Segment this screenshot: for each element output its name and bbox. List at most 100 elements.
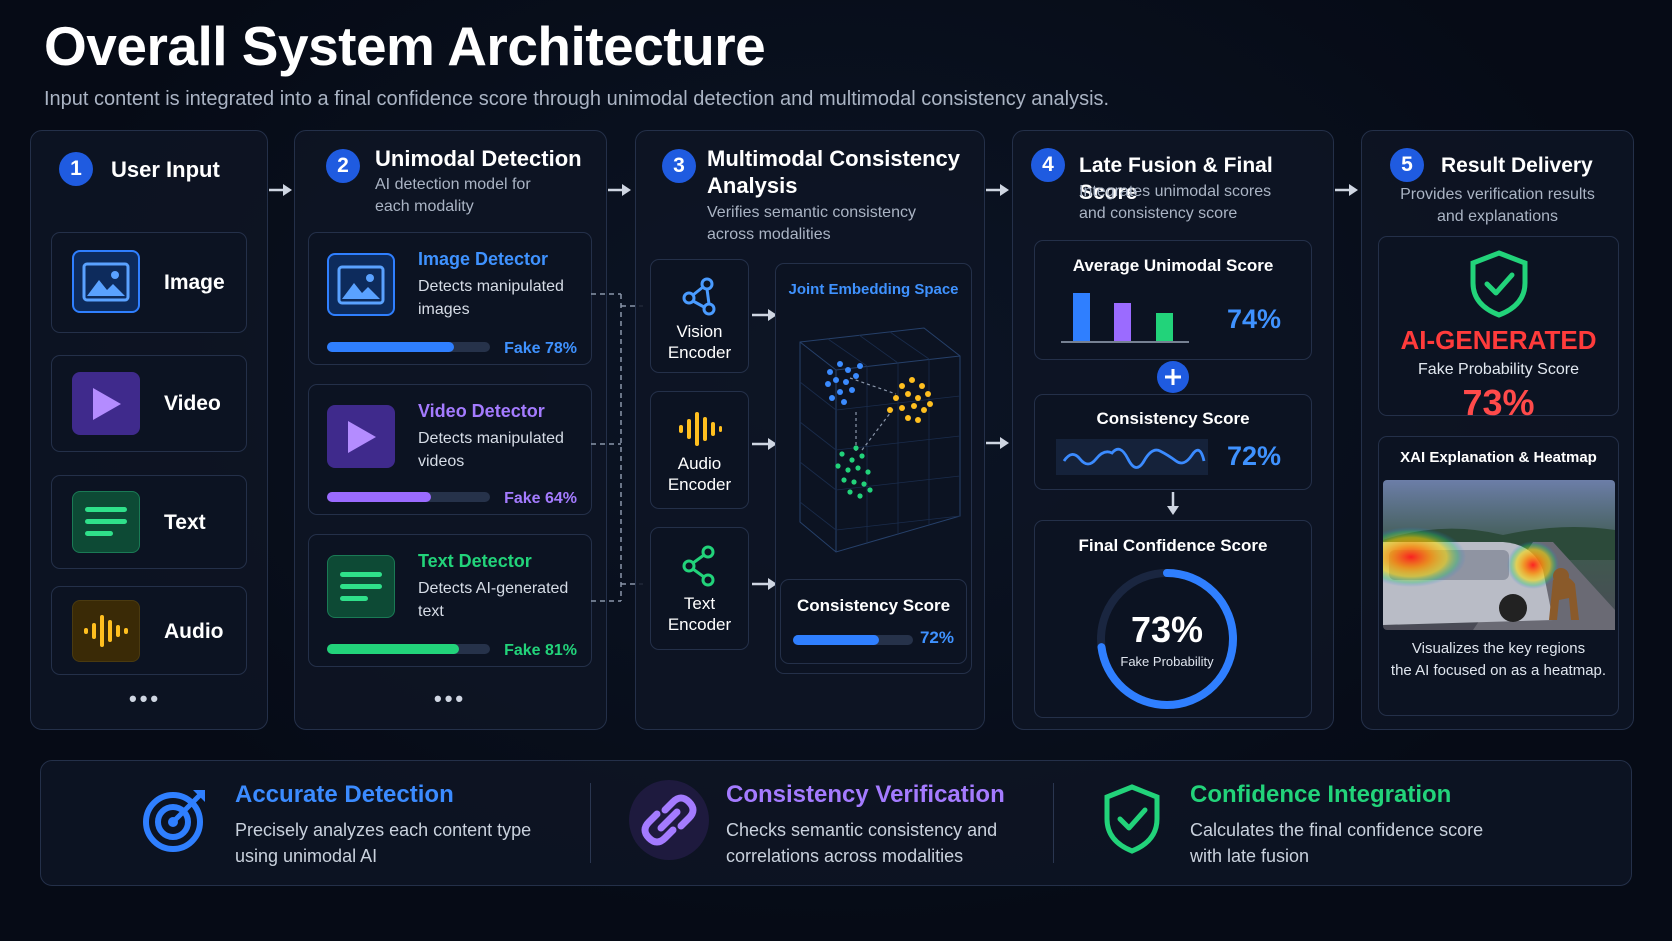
detector-card-text[interactable]: Text Detector Detects AI-generated text … xyxy=(308,534,592,667)
panel-desc-line2: and explanations xyxy=(1437,208,1558,225)
panel-title: Late Fusion & Final Score xyxy=(1079,154,1273,204)
fake-bar-track xyxy=(327,644,490,654)
link-icon xyxy=(629,780,709,860)
encoder-label-line1: Vision xyxy=(676,322,723,341)
feature-summary-bar: Accurate Detection Precisely analyzes ea… xyxy=(40,760,1632,886)
flow-arrow xyxy=(752,438,777,450)
flow-arrow xyxy=(608,184,631,196)
input-card-image[interactable]: Image xyxy=(51,232,247,333)
network-nodes-icon xyxy=(682,545,714,587)
detector-desc-line2: images xyxy=(418,301,470,318)
encoder-label-line2: Encoder xyxy=(667,343,732,362)
feature-title: Consistency Verification xyxy=(726,781,1005,808)
xai-label: XAI Explanation & Heatmap xyxy=(1400,449,1597,466)
step-number: 3 xyxy=(662,149,696,183)
panel-title: User Input xyxy=(111,157,220,182)
fake-bar-track xyxy=(327,492,490,502)
panel-multimodal-consistency: 3 Multimodal Consistency Analysis Verifi… xyxy=(635,130,985,730)
shield-check-icon xyxy=(1470,250,1528,318)
gauge-arc xyxy=(1097,569,1237,709)
detector-desc-line2: text xyxy=(418,603,444,620)
feature-desc-line1: Precisely analyzes each content type xyxy=(235,820,532,840)
panel-title-line1: Multimodal Consistency xyxy=(707,146,961,171)
panel-desc-line2: and consistency score xyxy=(1079,205,1238,222)
panel-desc-line2: across modalities xyxy=(707,226,831,243)
text-lines-icon xyxy=(327,555,395,618)
encoder-label-line2: Encoder xyxy=(667,475,732,494)
fake-percentage: Fake 81% xyxy=(504,642,577,659)
verdict-card: AI-GENERATED Fake Probability Score 73% xyxy=(1378,236,1619,423)
input-card-video[interactable]: Video xyxy=(51,355,247,452)
input-card-text[interactable]: Text xyxy=(51,475,247,569)
encoder-label-line1: Audio xyxy=(677,454,722,473)
flow-arrow xyxy=(986,437,1009,449)
consistency-score-card: Consistency Score 72% xyxy=(1034,394,1312,490)
consistency-score-card: Consistency Score 72% xyxy=(780,579,967,664)
flow-arrow xyxy=(752,578,777,590)
step-number: 1 xyxy=(59,152,93,186)
detector-card-image[interactable]: Image Detector Detects manipulated image… xyxy=(308,232,592,365)
fake-bar-fill xyxy=(327,342,455,352)
xai-desc-line1: Visualizes the key regions xyxy=(1411,640,1586,657)
detector-card-video[interactable]: Video Detector Detects manipulated video… xyxy=(308,384,592,515)
feature-desc-line1: Checks semantic consistency and xyxy=(726,820,998,840)
detector-title: Image Detector xyxy=(418,249,549,269)
down-arrow xyxy=(1167,492,1179,515)
panel-result-delivery: 5 Result Delivery Provides verification … xyxy=(1361,130,1634,730)
play-icon xyxy=(72,372,140,435)
panel-desc-line1: Provides verification results xyxy=(1400,186,1595,203)
panel-desc-line1: Verifies semantic consistency xyxy=(707,204,916,221)
average-bar-chart xyxy=(1061,293,1189,343)
panel-user-input: 1 User Input Image Video Text Audio ••• xyxy=(30,130,268,730)
encoder-label-line1: Text xyxy=(683,594,716,613)
verdict-label: AI-GENERATED xyxy=(1400,325,1597,355)
divider xyxy=(590,783,591,863)
consistency-wave xyxy=(1056,439,1208,475)
encoder-audio[interactable]: Audio Encoder xyxy=(650,391,749,509)
consistency-score-value: 72% xyxy=(1227,441,1282,471)
detector-desc-line1: Detects manipulated xyxy=(418,278,564,295)
input-label: Text xyxy=(164,511,206,534)
detector-desc-line1: Detects manipulated xyxy=(418,430,564,447)
feature-desc-line1: Calculates the final confidence score xyxy=(1190,820,1484,840)
feature-title: Confidence Integration xyxy=(1190,781,1452,808)
average-unimodal-card: Average Unimodal Score 74% xyxy=(1034,240,1312,360)
image-icon xyxy=(72,250,140,313)
panel-title: Unimodal Detection xyxy=(375,146,582,171)
detector-title: Text Detector xyxy=(418,551,532,571)
panel-desc-line2: each modality xyxy=(375,198,474,215)
final-score-label: Final Confidence Score xyxy=(1078,536,1268,555)
waveform-icon xyxy=(72,600,140,662)
flow-arrow xyxy=(752,309,777,321)
input-label: Image xyxy=(164,271,225,294)
fake-bar-fill xyxy=(327,492,432,502)
embedding-cube-scatter xyxy=(799,327,961,553)
final-score-value: 73% xyxy=(1130,609,1204,650)
feature-title: Accurate Detection xyxy=(235,781,454,808)
encoder-label-line2: Encoder xyxy=(667,615,732,634)
heatmap-image xyxy=(1383,480,1615,630)
consistency-bar-track xyxy=(793,635,913,645)
consistency-score-label: Consistency Score xyxy=(1096,409,1250,428)
panel-desc-line1: Integrates unimodal scores xyxy=(1079,183,1272,200)
panel-title: Result Delivery xyxy=(1441,154,1593,177)
consistency-score-value: 72% xyxy=(919,628,954,647)
step-number: 4 xyxy=(1031,148,1065,182)
encoder-text[interactable]: Text Encoder xyxy=(650,527,749,650)
panel-title-line2: Analysis xyxy=(707,173,798,198)
flow-arrow xyxy=(1335,184,1358,196)
fake-percentage: Fake 64% xyxy=(504,490,577,507)
text-lines-icon xyxy=(72,491,140,553)
detector-title: Video Detector xyxy=(418,401,545,421)
step-number: 2 xyxy=(326,149,360,183)
panel-unimodal-detection: 2 Unimodal Detection AI detection model … xyxy=(294,130,607,730)
average-score-label: Average Unimodal Score xyxy=(1072,256,1274,275)
final-score-caption: Fake Probability xyxy=(1120,654,1214,669)
divider xyxy=(1053,783,1054,863)
input-label: Audio xyxy=(164,620,224,643)
plus-icon xyxy=(1157,361,1189,393)
fake-bar-track xyxy=(327,342,490,352)
input-card-audio[interactable]: Audio xyxy=(51,586,247,675)
final-score-gauge xyxy=(1097,569,1237,709)
encoder-vision[interactable]: Vision Encoder xyxy=(650,259,749,373)
